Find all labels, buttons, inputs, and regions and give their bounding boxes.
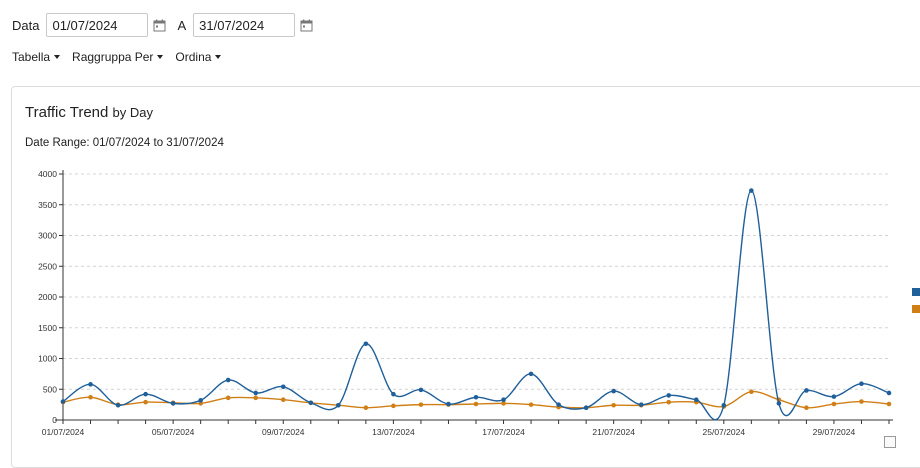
series-2-point [225, 395, 231, 401]
y-axis-tick-label: 2000 [38, 292, 57, 302]
calendar-icon[interactable] [300, 19, 313, 32]
series-2-point [501, 401, 506, 406]
series-1-point [418, 387, 424, 393]
series-1-point [666, 393, 672, 398]
series-1-point [198, 398, 203, 403]
y-axis-tick-label: 1500 [38, 323, 57, 333]
series-1-point [859, 381, 864, 387]
group-by-menu-label: Raggruppa Per [72, 50, 154, 64]
series-2-point [253, 395, 259, 401]
chart-card-title-main: Traffic Trend [25, 104, 109, 121]
x-axis-tick-label: 17/07/2024 [482, 427, 525, 437]
to-date-label: A [177, 17, 187, 33]
series-1-point [776, 401, 782, 406]
series-1-point [60, 399, 66, 404]
chart-export-button[interactable] [884, 436, 896, 448]
caret-down-icon [157, 55, 164, 59]
x-axis-tick-label: 01/07/2024 [42, 427, 85, 437]
series-1-point [638, 402, 644, 407]
series-2-point [831, 401, 837, 407]
series-1-point [225, 377, 231, 383]
series-1-point [804, 388, 809, 393]
y-axis-tick-label: 3000 [38, 231, 57, 241]
series-1-point [693, 397, 699, 403]
x-axis-tick-label: 05/07/2024 [152, 427, 195, 437]
y-axis-tick-label: 0 [52, 415, 57, 425]
series-2-point [859, 399, 864, 404]
series-1-point [308, 400, 314, 406]
series-1-point [115, 402, 121, 408]
series-2-point [611, 402, 616, 408]
sort-menu[interactable]: Ordina [175, 50, 222, 64]
series-2-point [391, 403, 396, 409]
series-1-point [528, 371, 534, 377]
table-menu-label: Tabella [12, 50, 51, 64]
series-2-point [749, 389, 754, 395]
y-axis-tick-label: 4000 [38, 169, 57, 179]
calendar-icon[interactable] [153, 19, 166, 32]
series-1-point [336, 402, 341, 408]
series-1-point [280, 384, 286, 390]
view-menu-bar: Tabella Raggruppa Per Ordina [12, 50, 233, 64]
table-menu[interactable]: Tabella [12, 50, 61, 64]
series-2-point [528, 402, 534, 407]
x-axis-tick-label: 21/07/2024 [592, 427, 635, 437]
series-2-point [473, 401, 479, 407]
legend-swatch-series-2[interactable] [912, 305, 920, 313]
sort-menu-label: Ordina [175, 50, 212, 64]
series-1-point [170, 401, 176, 406]
series-1-point [556, 402, 561, 407]
y-axis-tick-label: 2500 [38, 261, 57, 271]
y-axis-tick-label: 1000 [38, 354, 57, 364]
series-2-point [88, 394, 93, 400]
date-filter-bar: Data A [12, 13, 324, 37]
series-1-point [391, 391, 396, 397]
x-axis-tick-label: 09/07/2024 [262, 427, 305, 437]
series-1-point [831, 394, 837, 399]
legend-swatch-series-1[interactable] [912, 288, 920, 296]
date-range-text: Date Range: 01/07/2024 to 31/07/2024 [25, 137, 224, 149]
to-date-input[interactable] [193, 13, 296, 37]
series-1-line [62, 189, 890, 421]
series-2-point [143, 399, 148, 405]
series-1-point [143, 391, 148, 397]
y-axis-tick-label: 500 [43, 384, 57, 394]
series-1-point [611, 388, 616, 394]
series-1-point [501, 397, 506, 403]
series-1-point [721, 402, 727, 408]
series-2-point [804, 405, 809, 411]
group-by-menu[interactable]: Raggruppa Per [72, 50, 164, 64]
y-axis-tick-label: 3500 [38, 200, 57, 210]
series-2-point [886, 401, 892, 407]
series-2-point [363, 405, 369, 411]
from-date-label: Data [12, 17, 40, 33]
chart-card-title: Traffic Trend by Day [25, 104, 153, 121]
series-1-point [88, 382, 93, 387]
caret-down-icon [54, 55, 61, 59]
series-2-point [666, 399, 672, 405]
series-1-point [886, 390, 892, 396]
series-1-point [749, 188, 754, 193]
x-axis-tick-label: 29/07/2024 [813, 427, 856, 437]
chart-card-title-suffix: by Day [112, 105, 154, 120]
traffic-trend-chart: 0 500 1000 1500 2000 2500 3000 3500 4000 01/07/20… [38, 169, 893, 437]
series-1-point [473, 394, 479, 400]
x-axis-tick-label: 25/07/2024 [703, 427, 746, 437]
from-date-input[interactable] [46, 13, 149, 37]
series-1-point [253, 390, 259, 396]
caret-down-icon [215, 55, 222, 59]
series-1-point [583, 405, 589, 411]
series-1-point [446, 401, 451, 407]
series-2-point [418, 402, 424, 407]
series-1-point [363, 341, 369, 347]
series-2-point [280, 397, 286, 403]
x-axis-tick-label: 13/07/2024 [372, 427, 415, 437]
